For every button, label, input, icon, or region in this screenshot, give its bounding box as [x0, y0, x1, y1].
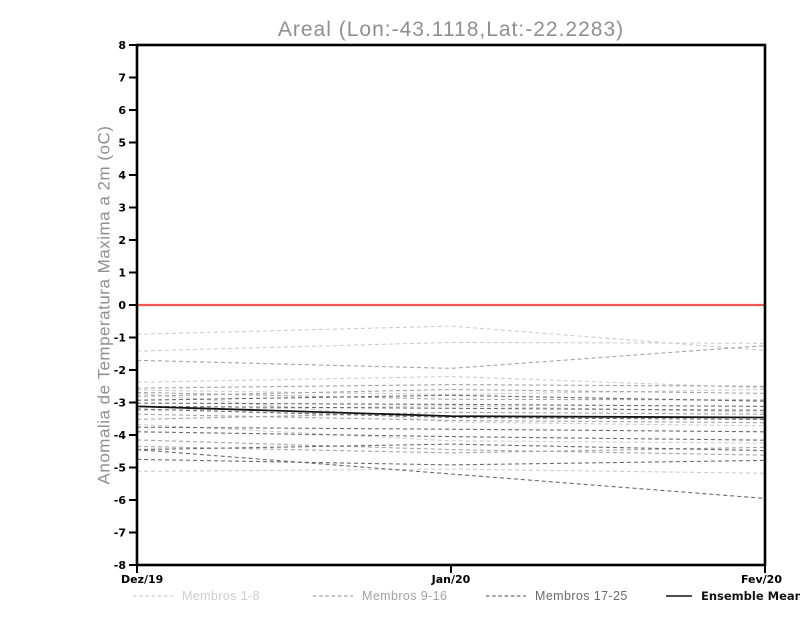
y-tick-label: 7 [118, 72, 126, 85]
legend-item-membros-9-16: Membros 9-16 [313, 588, 447, 604]
member-line [136, 468, 766, 474]
legend-label: Membros 1-8 [182, 589, 261, 603]
y-tick-label: 3 [118, 202, 126, 215]
y-tick-label: 6 [118, 104, 126, 117]
legend-label: Membros 17-25 [535, 589, 628, 603]
legend: Membros 1-8 Membros 9-16 Membros 17-25 E… [0, 588, 800, 608]
member-line [136, 384, 766, 389]
member-line [136, 431, 766, 441]
member-line [136, 402, 766, 407]
member-line [136, 445, 766, 454]
y-tick-label: -6 [114, 494, 127, 507]
dashed-line-swatch-icon [486, 595, 526, 597]
y-tick-label: 8 [118, 39, 126, 52]
legend-item-membros-17-25: Membros 17-25 [486, 588, 628, 604]
member-line [136, 392, 766, 427]
chart-title: Areal (Lon:-43.1118,Lat:-22.2283) [277, 18, 625, 41]
member-line [136, 325, 766, 352]
solid-line-swatch-icon [666, 595, 692, 597]
legend-label: Membros 9-16 [362, 589, 448, 603]
member-line [136, 394, 766, 402]
y-tick-label: 0 [118, 299, 126, 312]
y-tick-label: -1 [114, 332, 126, 345]
x-tick-label: Fev/20 [741, 573, 782, 586]
x-tick-label: Jan/20 [431, 573, 471, 586]
legend-label: Ensemble Mean [701, 589, 800, 603]
member-line [136, 443, 766, 452]
y-tick-label: -7 [114, 527, 126, 540]
legend-item-membros-1-8: Membros 1-8 [133, 588, 260, 604]
legend-item-ensemble-mean: Ensemble Mean [666, 588, 800, 604]
y-tick-label: 1 [118, 267, 126, 280]
y-tick-label: 5 [118, 137, 126, 150]
y-tick-label: -8 [114, 559, 126, 572]
dashed-line-swatch-icon [133, 595, 173, 597]
member-line [136, 458, 766, 466]
member-line [136, 449, 766, 499]
y-tick-label: -3 [114, 397, 126, 410]
ensemble-mean-line [136, 405, 766, 419]
y-tick-label: -5 [114, 462, 126, 475]
y-tick-label: -2 [114, 364, 126, 377]
y-tick-label: 2 [118, 234, 126, 247]
y-tick-label: 4 [118, 169, 126, 182]
dashed-line-swatch-icon [313, 595, 353, 597]
y-tick-label: -4 [114, 429, 127, 442]
x-tick-label: Dez/19 [121, 573, 163, 586]
